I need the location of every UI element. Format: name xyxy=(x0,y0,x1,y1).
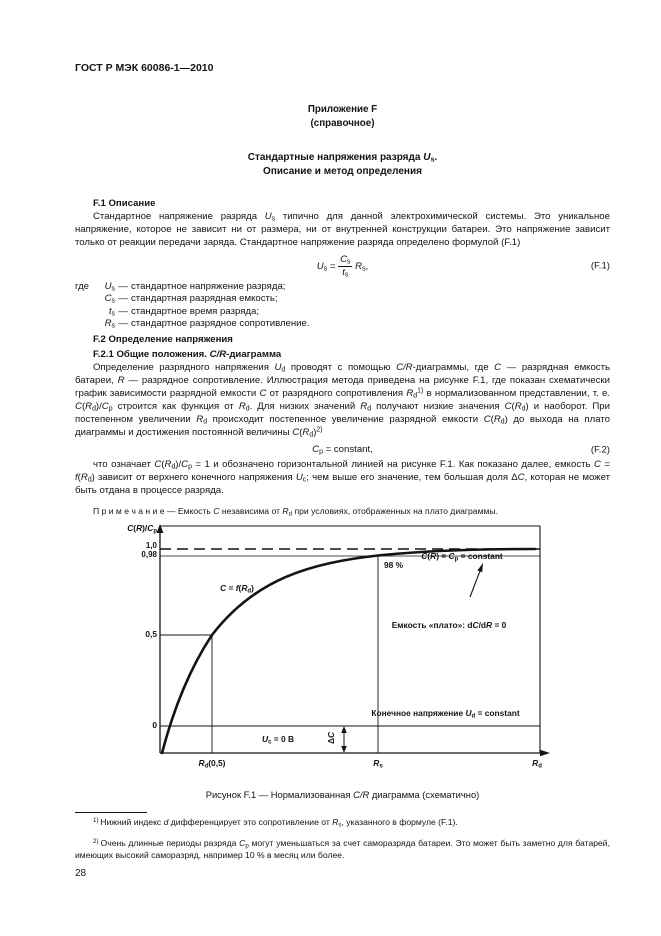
title-line-1: Стандартные напряжения разряда Us. xyxy=(247,152,438,164)
end-voltage-label: Конечное напряжение Ud = constant xyxy=(371,708,520,720)
uc-zero-label: Uc = 0 В xyxy=(262,734,294,746)
paragraph-conclusion: что означает C(Rd)/Cp = 1 и обозначено г… xyxy=(75,459,610,497)
formula-f2-body: Cp = constant, xyxy=(312,444,373,456)
formula-f1-tag: (F.1) xyxy=(590,260,610,272)
formula-f1-fraction: Cs ts xyxy=(338,254,353,279)
where-row: ts — стандартное время разряда; xyxy=(75,306,610,318)
where-intro: где xyxy=(75,281,90,293)
where-definition: стандартная разрядная емкость; xyxy=(131,293,278,305)
chart-svg xyxy=(156,524,550,757)
annotation-arrowhead xyxy=(477,563,483,573)
y-tick-0-5: 0,5 xyxy=(145,629,157,640)
footnote-1: 1) Нижний индекс d дифференцирует это со… xyxy=(93,817,458,829)
x-axis-arrowhead xyxy=(540,749,550,757)
y-axis-title: C(R)/Cp xyxy=(127,523,157,535)
where-row: Rs — стандартное разрядное сопротивление… xyxy=(75,318,610,330)
paragraph-f21: Определение разрядного напряжения Ud про… xyxy=(75,362,611,439)
paragraph-f1: Стандартное напряжение разряда Us типичн… xyxy=(75,211,610,248)
capacity-curve xyxy=(160,547,537,755)
where-dash: — xyxy=(118,293,128,305)
x-axis-label: Rd xyxy=(532,758,542,770)
annotation-arrow-shaft xyxy=(469,571,481,598)
delta-c-arrowhead-bottom xyxy=(341,746,347,754)
where-intro xyxy=(75,306,99,318)
formula-f1-numerator: Cs xyxy=(338,254,353,267)
curve-label: C = f(Rd) xyxy=(220,583,254,595)
where-dash: — xyxy=(118,281,128,293)
annex-block: Приложение F (справочное) xyxy=(75,103,610,131)
section-f21-heading: F.2.1 Общие положения. C/R-диаграмма xyxy=(93,349,282,361)
figure-f1: C(R)/Cp 1,0 0,98 0,5 0 C = f(Rd) 98 % C(… xyxy=(110,523,620,781)
formula-f1-denominator: ts xyxy=(342,267,349,279)
section-f2-heading: F.2 Определение напряжения xyxy=(93,334,233,346)
where-row: Cs — стандартная разрядная емкость; xyxy=(75,293,610,305)
where-definition: стандартное время разряда; xyxy=(131,305,260,317)
plateau-note-label: Емкость «плато»: dC/dR = 0 xyxy=(391,620,507,631)
y-tick-0: 0 xyxy=(152,720,157,731)
delta-c-label: ΔC xyxy=(326,732,336,745)
x-tick-rd05: Rd(0,5) xyxy=(198,758,226,770)
delta-c-arrowhead-top xyxy=(341,726,347,734)
footnote-separator xyxy=(75,812,147,814)
page-content: ГОСТ Р МЭК 60086-1—2010 Приложение F (сп… xyxy=(75,0,610,869)
where-term: Cs xyxy=(104,293,115,305)
where-row: где Us — стандартное напряжение разряда; xyxy=(75,281,610,293)
y-tick-1-0: 1,0 xyxy=(145,541,157,551)
note-text: П р и м е ч а н и е — Емкость C независи… xyxy=(93,506,498,518)
formula-f2-tag: (F.2) xyxy=(590,444,610,456)
where-intro xyxy=(75,293,99,305)
where-definition: стандартное напряжение разряда; xyxy=(131,281,286,293)
annex-kind: (справочное) xyxy=(310,118,375,129)
document-code: ГОСТ Р МЭК 60086-1—2010 xyxy=(75,62,214,74)
title-line-2: Описание и метод определения xyxy=(263,166,422,177)
where-intro xyxy=(75,318,99,330)
where-dash: — xyxy=(118,317,128,329)
where-term: Rs xyxy=(104,317,115,330)
where-definition: стандартное разрядное сопротивление. xyxy=(131,317,310,329)
document-title: Стандартные напряжения разряда Us. Описа… xyxy=(75,151,610,179)
figure-caption: Рисунок F.1 — Нормализованная C/R диагра… xyxy=(205,789,480,801)
formula-f2: Cp = constant, (F.2) xyxy=(75,444,610,455)
page-number: 28 xyxy=(75,868,87,879)
pct-98-label: 98 % xyxy=(384,560,404,571)
section-f1-heading: F.1 Описание xyxy=(93,198,156,209)
annex-label: Приложение F xyxy=(307,104,378,115)
y-tick-0-98: 0,98 xyxy=(141,550,157,560)
formula-f1-rhs: Rs, xyxy=(355,260,369,273)
plateau-equation-label: C(R) = Cp = constant xyxy=(421,551,503,563)
footnote-2: 2) Очень длинные периоды разряда Cp могу… xyxy=(75,837,610,860)
y-axis-arrowhead xyxy=(156,524,164,534)
where-list: где Us — стандартное напряжение разряда;… xyxy=(75,281,610,330)
where-term: Us xyxy=(104,281,115,293)
where-term: ts xyxy=(108,305,115,318)
where-dash: — xyxy=(118,305,128,317)
formula-f1: Us = Cs ts Rs, (F.1) xyxy=(75,254,610,279)
x-tick-rs: Rs xyxy=(373,758,383,770)
formula-f1-lhs: Us = xyxy=(316,260,339,273)
